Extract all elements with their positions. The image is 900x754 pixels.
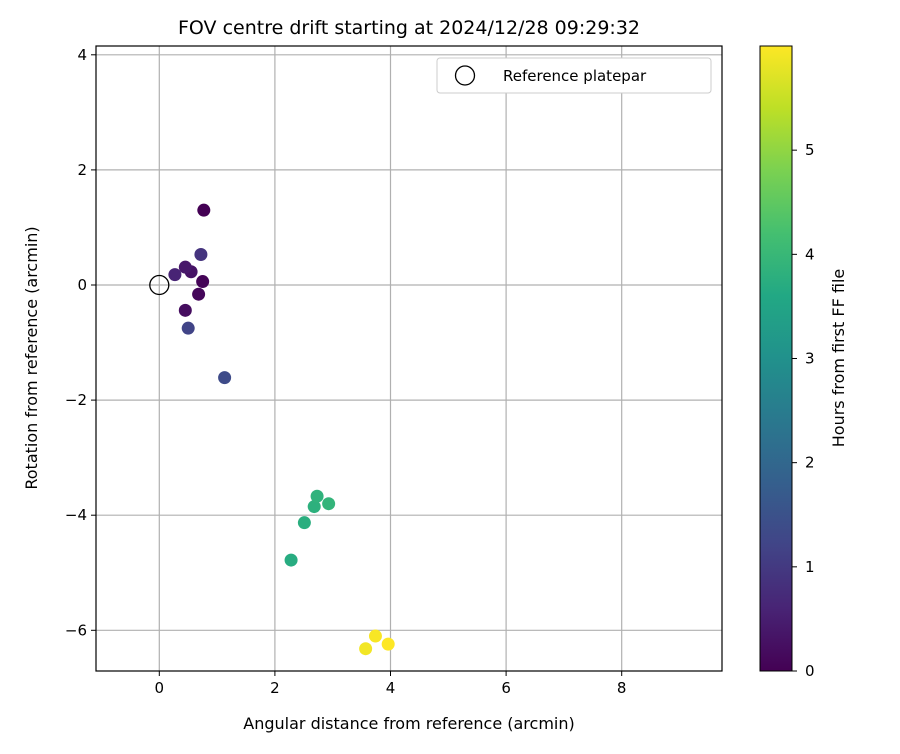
- legend-box: [436, 57, 712, 94]
- legend: Reference platepar: [436, 57, 712, 94]
- plot-frame: [95, 45, 723, 672]
- y-tick-label: 2: [77, 161, 87, 179]
- data-point: [297, 516, 311, 530]
- y-axis-ticks: −6 −4 −2 0 2 4: [65, 46, 96, 639]
- colorbar: 0 1 2 3 4 5 Hours from first FF file: [759, 45, 848, 680]
- colorbar-tick-label: 3: [805, 350, 815, 368]
- colorbar-label: Hours from first FF file: [829, 269, 848, 448]
- data-point: [194, 247, 208, 261]
- y-tick-label: −6: [65, 621, 87, 639]
- scatter-points: [168, 203, 395, 656]
- x-axis-ticks: 0 2 4 6 8: [155, 671, 627, 697]
- legend-marker: [454, 65, 476, 86]
- data-point: [178, 303, 192, 317]
- data-point: [181, 321, 195, 335]
- data-point: [197, 203, 211, 217]
- data-point: [310, 489, 324, 503]
- colorbar-tick-label: 2: [805, 454, 815, 472]
- colorbar-gradient: [759, 45, 793, 672]
- chart-title: FOV centre drift starting at 2024/12/28 …: [178, 17, 640, 39]
- y-tick-label: 0: [77, 276, 87, 294]
- colorbar-ticks: 0 1 2 3 4 5: [792, 141, 815, 680]
- x-tick-label: 6: [501, 679, 511, 697]
- x-axis-label: Angular distance from reference (arcmin): [243, 714, 574, 733]
- y-tick-label: −2: [65, 391, 87, 409]
- y-axis-label: Rotation from reference (arcmin): [22, 226, 41, 489]
- y-tick-label: 4: [77, 46, 87, 64]
- colorbar-tick-label: 5: [805, 141, 815, 159]
- colorbar-tick-label: 0: [805, 662, 815, 680]
- data-point: [218, 371, 232, 385]
- data-point: [359, 642, 373, 656]
- legend-label: Reference platepar: [503, 67, 647, 85]
- grid-lines: [96, 46, 722, 671]
- reference-platepar-marker: [149, 274, 170, 296]
- data-point: [307, 500, 321, 514]
- colorbar-tick-label: 1: [805, 558, 815, 576]
- data-point: [322, 497, 336, 511]
- data-point: [284, 553, 298, 567]
- data-point: [178, 260, 192, 274]
- x-tick-label: 4: [386, 679, 396, 697]
- data-point: [381, 637, 395, 651]
- data-point: [192, 287, 206, 301]
- y-tick-label: −4: [65, 506, 87, 524]
- x-tick-label: 0: [155, 679, 165, 697]
- data-point: [368, 629, 382, 643]
- data-point: [196, 275, 210, 289]
- colorbar-tick-label: 4: [805, 245, 815, 263]
- data-point: [168, 268, 182, 282]
- x-tick-label: 8: [617, 679, 627, 697]
- reference-marker: [149, 274, 170, 296]
- x-tick-label: 2: [270, 679, 280, 697]
